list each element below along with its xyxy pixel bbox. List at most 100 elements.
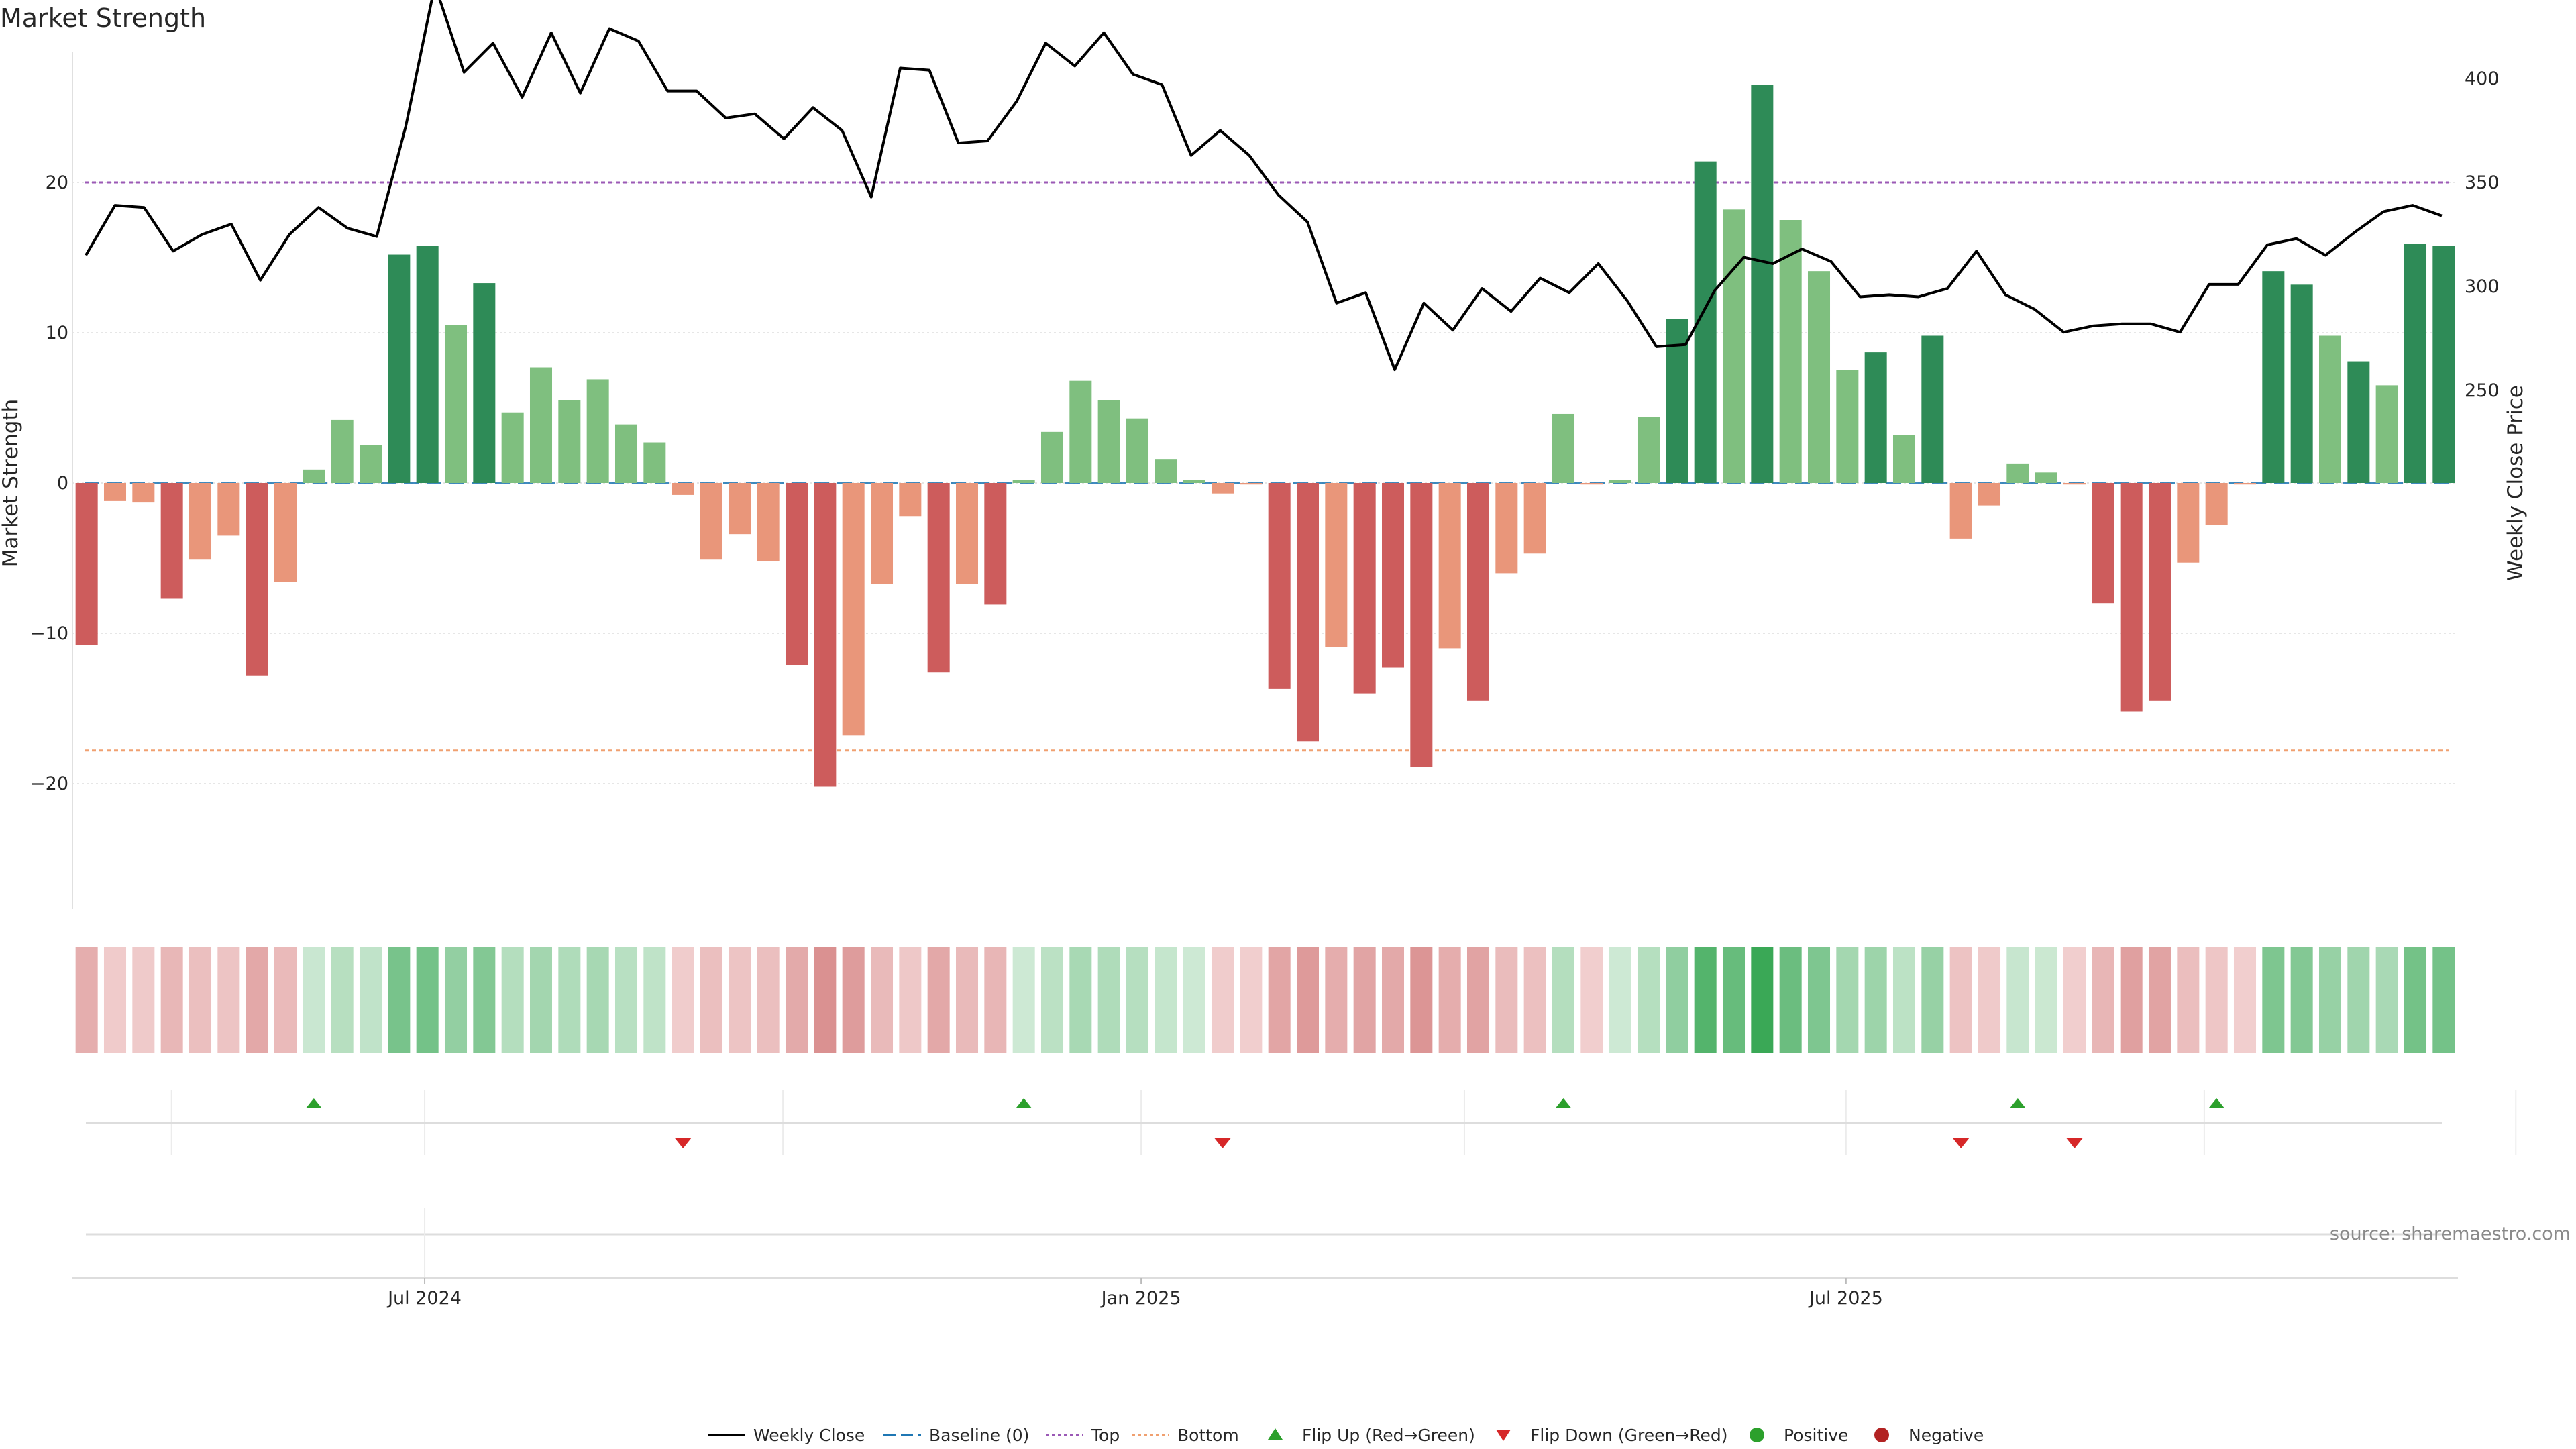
heat-cell [558,947,581,1053]
heat-cell [785,947,808,1053]
y2-tick-label: 350 [2465,172,2500,193]
strength-bar [672,483,694,495]
flip-down-marker [1953,1138,1970,1148]
heat-cell [927,947,950,1053]
strength-bar [160,483,183,599]
strength-bar [246,483,268,676]
strength-bar [1211,483,1234,494]
legend-swatch-flip-down [1496,1430,1511,1441]
strength-bar [700,483,723,560]
strength-bar [1751,85,1774,483]
heat-cell [501,947,524,1053]
strength-bar [1466,483,1490,701]
heat-cell [303,947,325,1053]
strength-bar [984,483,1007,605]
chart-title: Market Strength [0,3,206,33]
heat-cell [955,947,979,1053]
strength-bar [1637,417,1660,483]
heat-cell [1012,947,1035,1053]
strength-bar [757,483,780,561]
y-axis-label: Market Strength [0,399,23,568]
strength-bar [2120,483,2143,712]
heat-cell [1552,947,1575,1053]
heat-cell [2148,947,2171,1053]
heat-cell [1381,947,1405,1053]
legend-swatch-negative [1874,1428,1889,1442]
strength-bar [870,483,894,584]
strength-bar [1836,370,1859,483]
strength-bar [1495,483,1518,574]
heat-cell [2432,947,2455,1053]
heat-cell [1069,947,1092,1053]
strength-bar [1325,483,1348,647]
strength-bar [1240,483,1263,485]
strength-bar [473,283,496,483]
heat-cell [1978,947,2001,1053]
legend: Weekly Close Baseline (0) Top Bottom Flip Up… [708,1426,1984,1445]
heat-cell [2290,947,2313,1053]
strength-bar [1069,380,1092,483]
strength-bar [586,379,609,483]
flip-up-marker [1016,1098,1032,1108]
heat-cell [1779,947,1802,1053]
heat-cell [672,947,694,1053]
x-tick-label: Jul 2025 [1808,1288,1883,1309]
strength-bar [359,445,382,483]
strength-bar [2177,483,2200,563]
heat-cell [1722,947,1746,1053]
x-tick-label: Jul 2024 [386,1288,462,1309]
legend-label: Flip Up (Red→Green) [1302,1426,1475,1445]
legend-entry: Top [1046,1426,1120,1445]
strength-bar [2347,361,2370,483]
strength-bar [1807,271,1831,483]
heat-cell [1949,947,1972,1053]
strength-bar [729,483,751,535]
strength-heat-strip [75,947,2455,1053]
weekly-close-line [85,0,2443,371]
heat-cell [729,947,751,1053]
strength-bar [2290,284,2313,483]
legend-label: Bottom [1177,1426,1239,1445]
strength-bar [558,400,581,483]
strength-bar [2006,463,2029,483]
heat-cell [643,947,666,1053]
reference-lines [85,181,2449,752]
heat-cell [1921,947,1944,1053]
heat-cell [1523,947,1546,1053]
strength-bars [75,85,2455,787]
strength-bar [2233,483,2257,485]
strength-bar [1097,400,1120,483]
heat-cell [1864,947,1887,1053]
legend-label: Negative [1909,1426,1984,1445]
flip-up-marker [305,1098,322,1108]
heat-cell [1410,947,1433,1053]
heat-cell [2318,947,2342,1053]
y-tick-label: 10 [46,323,68,343]
strength-bar [444,325,468,483]
strength-bar [614,424,638,483]
heat-cell [2347,947,2370,1053]
heat-cell [331,947,354,1053]
strength-bar [1438,483,1461,649]
heat-cell [1751,947,1774,1053]
flip-up-marker [2208,1098,2225,1108]
heat-cell [1466,947,1490,1053]
strength-bar [2432,246,2455,483]
heat-cell [757,947,780,1053]
legend-label: Weekly Close [753,1426,865,1445]
strength-bar [2063,483,2086,485]
heat-cell [814,947,837,1053]
strength-bar [501,412,524,483]
heat-cell [1637,947,1660,1053]
legend-label: Flip Down (Green→Red) [1530,1426,1728,1445]
strength-bar [1012,480,1035,483]
heat-cell [1268,947,1291,1053]
flip-markers-panel [86,1090,2517,1278]
heat-cell [1155,947,1177,1053]
legend-entry: Flip Down (Green→Red) [1496,1426,1728,1445]
legend-entry: Bottom [1132,1426,1239,1445]
heat-cell [2035,947,2057,1053]
flip-up-marker [1555,1098,1572,1108]
